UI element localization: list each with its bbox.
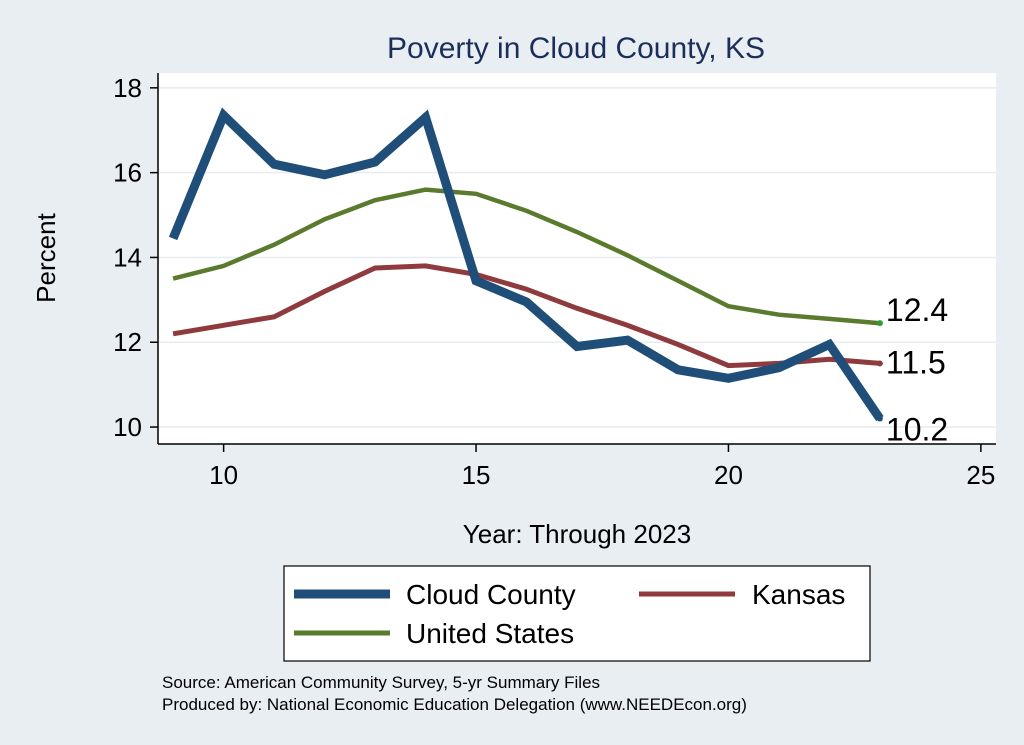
end-point-kansas xyxy=(876,360,883,367)
y-tick-label: 16 xyxy=(113,158,142,188)
x-ticks: 10 15 20 25 xyxy=(209,444,995,490)
y-tick-label: 18 xyxy=(113,73,142,103)
producer-note: Produced by: National Economic Education… xyxy=(162,695,747,714)
legend-label-cloud-county: Cloud County xyxy=(406,579,576,610)
chart-title: Poverty in Cloud County, KS xyxy=(387,32,765,65)
source-note: Source: American Community Survey, 5-yr … xyxy=(162,673,600,692)
y-tick-label: 12 xyxy=(113,327,142,357)
end-label-united-states: 12.4 xyxy=(886,292,948,328)
x-axis-title: Year: Through 2023 xyxy=(463,519,691,549)
legend: Cloud County Kansas United States xyxy=(283,565,871,662)
x-tick-label: 15 xyxy=(462,460,491,490)
plot-area xyxy=(158,73,996,444)
end-point-united-states xyxy=(876,320,883,327)
x-tick-label: 25 xyxy=(966,460,995,490)
end-point-cloud-county xyxy=(876,415,883,422)
legend-label-kansas: Kansas xyxy=(752,579,845,610)
y-tick-label: 10 xyxy=(113,412,142,442)
end-label-kansas: 11.5 xyxy=(886,344,946,380)
y-tick-label: 14 xyxy=(113,242,142,272)
legend-box xyxy=(283,565,871,662)
y-axis-title: Percent xyxy=(31,212,61,302)
x-tick-label: 20 xyxy=(714,460,743,490)
series-line-kansas xyxy=(172,263,881,369)
legend-label-united-states: United States xyxy=(406,618,574,649)
end-labels: 10.2 11.5 12.4 xyxy=(876,292,948,448)
series-layer xyxy=(168,107,884,422)
y-ticks: 10 12 14 16 18 xyxy=(113,73,158,442)
end-label-cloud-county: 10.2 xyxy=(886,412,948,448)
series-line-cloud-county xyxy=(168,107,884,422)
x-tick-label: 10 xyxy=(209,460,238,490)
series-line-united-states xyxy=(172,187,881,326)
